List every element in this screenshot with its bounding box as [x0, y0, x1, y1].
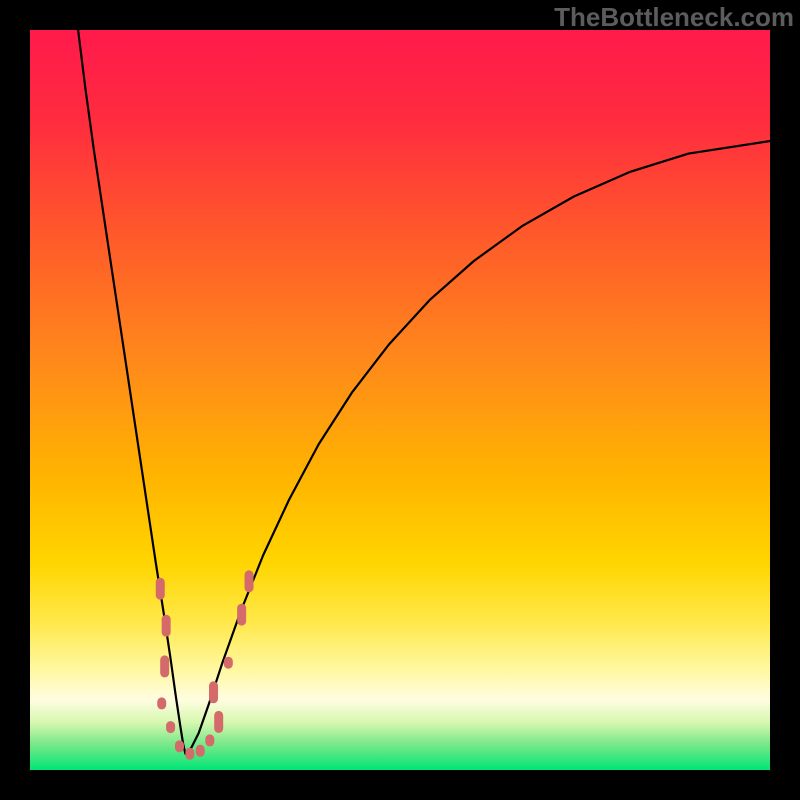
curve-marker — [237, 604, 246, 626]
curve-marker — [157, 697, 166, 709]
curve-marker — [205, 734, 214, 746]
attribution-text: TheBottleneck.com — [554, 2, 794, 33]
curve-marker — [162, 615, 171, 637]
curve-marker — [185, 748, 194, 760]
bottleneck-chart — [0, 0, 800, 800]
curve-marker — [214, 711, 223, 733]
curve-marker — [156, 578, 165, 600]
curve-marker — [196, 745, 205, 757]
curve-marker — [166, 721, 175, 733]
chart-frame: TheBottleneck.com — [0, 0, 800, 800]
curve-marker — [160, 655, 169, 677]
curve-marker — [209, 681, 218, 703]
chart-background — [30, 30, 770, 770]
curve-marker — [224, 657, 233, 669]
curve-marker — [175, 740, 184, 752]
curve-marker — [245, 570, 254, 592]
